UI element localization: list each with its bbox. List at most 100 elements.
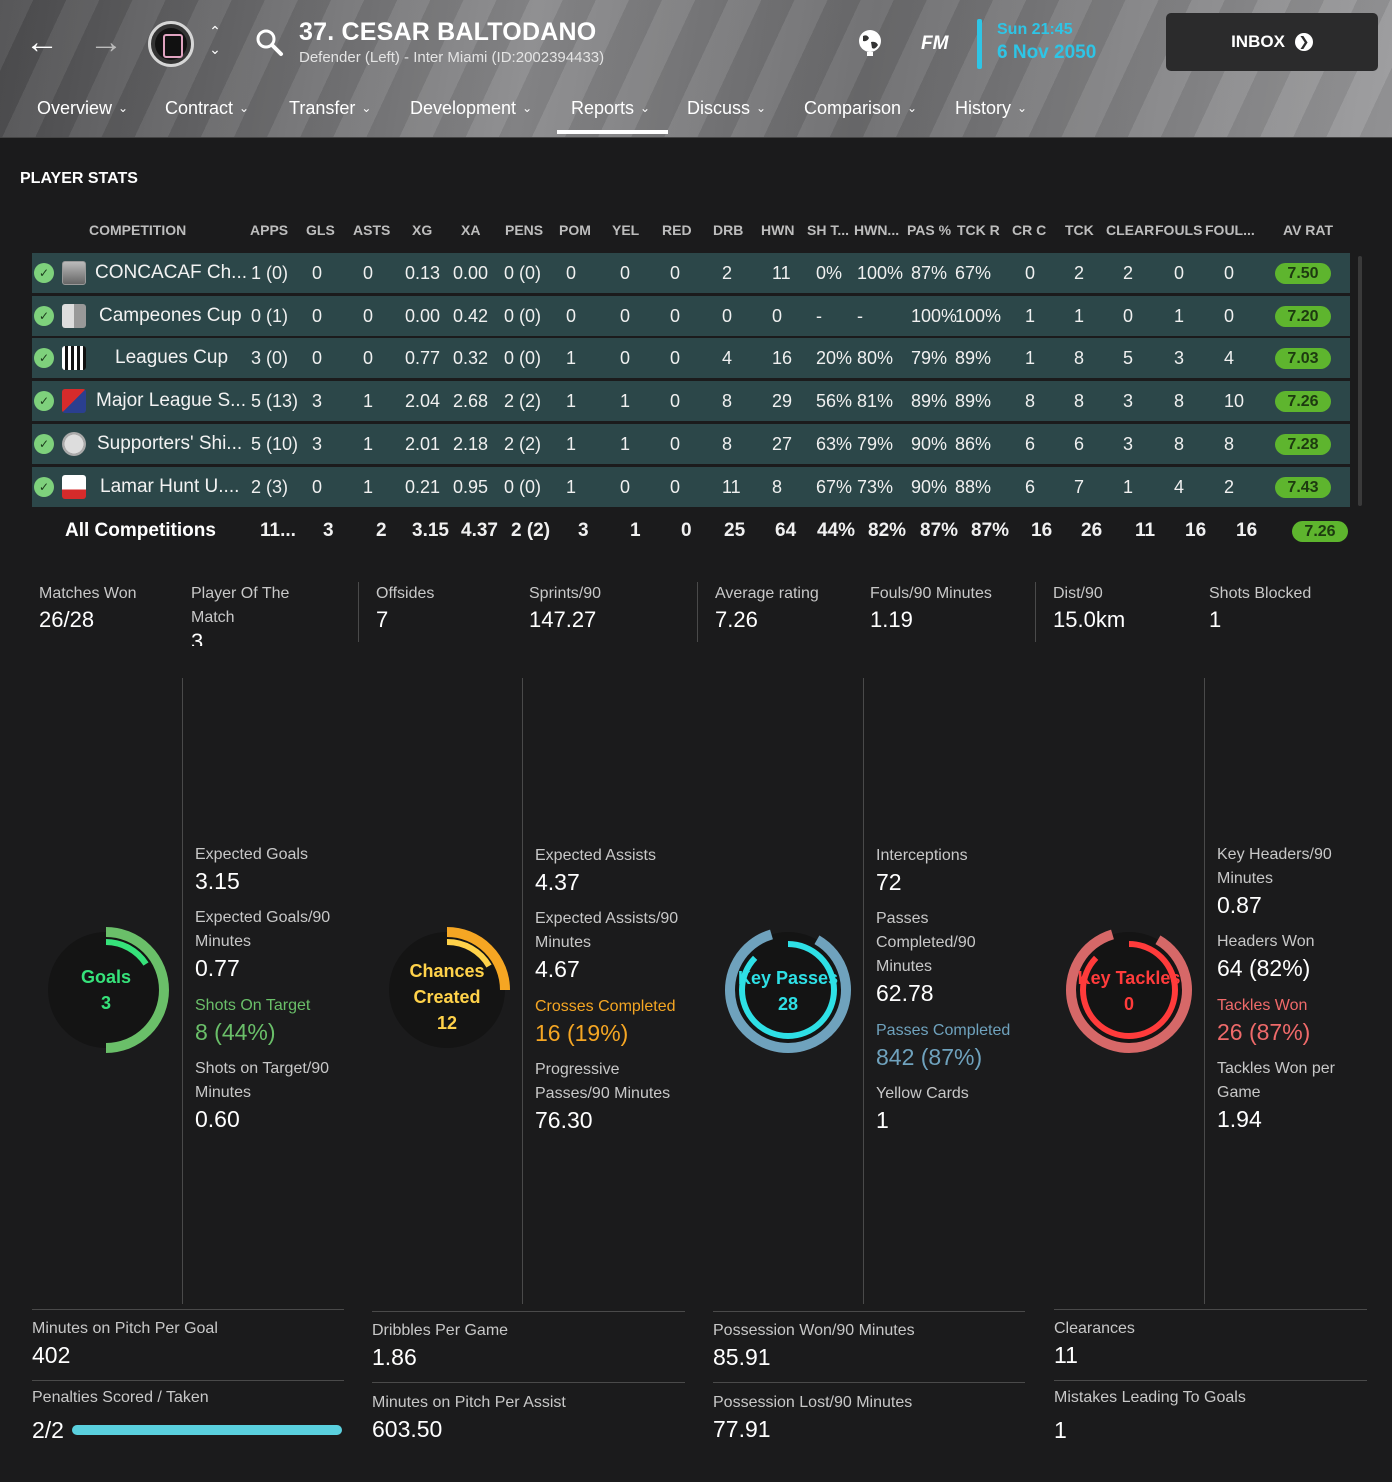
competition-logo-icon [62, 474, 86, 499]
current-date: 6 Nov 2050 [997, 42, 1097, 63]
tab-label: History [955, 98, 1012, 118]
column-header[interactable]: HWN [761, 222, 795, 238]
table-cell: 1 [1074, 305, 1085, 326]
competition-logo-icon [62, 261, 86, 285]
tab-label: Comparison [804, 98, 902, 118]
section-title: PLAYER STATS [20, 170, 138, 187]
column-header[interactable]: YEL [612, 222, 640, 238]
column-header[interactable]: TCK R [957, 222, 1000, 238]
table-row[interactable]: ✓ Lamar Hunt U.... 2 (3) 0 1 0.21 0.95 0 (0) 1 0 0… [32, 466, 1350, 507]
table-cell: 81% [857, 391, 894, 412]
table-cell: 8 [1174, 391, 1185, 412]
tab-overview[interactable]: Overview ⌄ [37, 98, 128, 119]
table-cell: 100% [911, 305, 958, 326]
table-cell: 2 [1123, 263, 1134, 283]
table-cell: 0 (0) [504, 305, 542, 326]
table-row[interactable]: ✓ Major League S... 5 (13) 3 1 2.04 2.68 2 (2) 1… [32, 381, 1350, 422]
table-cell: 89% [955, 391, 992, 412]
world-globe-icon[interactable] [856, 28, 884, 58]
column-header[interactable]: FOUL... [1205, 222, 1255, 238]
stat-value: 3.15 [195, 868, 240, 894]
divider [713, 1382, 1025, 1383]
club-badge-icon[interactable] [148, 21, 194, 67]
tab-development[interactable]: Development ⌄ [410, 98, 532, 119]
table-cell: 27 [772, 433, 793, 454]
column-header[interactable]: PAS % [907, 222, 952, 238]
total-cell: 3 [323, 520, 334, 541]
competition-name[interactable]: Campeones Cup [99, 304, 242, 326]
table-cell: 79% [857, 433, 894, 454]
table-cell: 0.21 [405, 476, 441, 497]
total-cell: 1 [630, 520, 641, 541]
check-icon: ✓ [34, 348, 54, 369]
column-divider [522, 678, 523, 1304]
chances-ring-inner-arc [446, 938, 492, 968]
tab-discuss[interactable]: Discuss ⌄ [687, 98, 766, 119]
column-header[interactable]: AV RAT [1283, 222, 1334, 238]
column-header[interactable]: ASTS [353, 222, 391, 238]
fm-logo[interactable]: FM [921, 33, 949, 54]
total-cell: 26 [1081, 520, 1103, 541]
column-header[interactable]: FOULS [1155, 222, 1203, 238]
summary-label: Shots Blocked [1209, 585, 1312, 602]
competition-name[interactable]: CONCACAF Ch... [95, 262, 248, 283]
tab-transfer[interactable]: Transfer ⌄ [289, 98, 371, 119]
current-time: Sun 21:45 [997, 21, 1073, 38]
column-header[interactable]: PENS [505, 222, 544, 238]
tab-label: Transfer [289, 98, 356, 118]
column-header[interactable]: POM [559, 222, 591, 238]
column-header[interactable]: GLS [306, 222, 335, 238]
arrow-right-icon: ❯ [1294, 33, 1313, 51]
table-cell: 2.04 [405, 391, 441, 412]
competition-logo-icon [62, 431, 86, 456]
competition-logo-icon [62, 346, 86, 371]
ring-label: Key Passes [737, 968, 839, 988]
search-icon[interactable] [254, 27, 284, 57]
column-header[interactable]: CLEAR [1106, 222, 1155, 238]
column-header[interactable]: APPS [250, 222, 289, 238]
table-cell: 0.00 [453, 263, 489, 283]
competition-name[interactable]: Supporters' Shi... [97, 432, 243, 454]
column-header[interactable]: XG [412, 222, 433, 238]
column-header[interactable]: TCK [1065, 222, 1094, 238]
tab-comparison[interactable]: Comparison ⌄ [804, 98, 917, 119]
bottom-stat-label: Minutes on Pitch Per Assist [372, 1394, 566, 1411]
table-cell: 0 [1174, 263, 1185, 283]
back-arrow-icon[interactable]: ← [25, 23, 59, 61]
competition-name[interactable]: Lamar Hunt U.... [100, 475, 240, 497]
column-header[interactable]: RED [662, 222, 692, 238]
competition-name[interactable]: Major League S... [96, 390, 246, 412]
stat-label: Passes Completed/90 Minutes [876, 910, 976, 975]
table-cell: 1 [620, 433, 631, 454]
check-icon: ✓ [34, 391, 54, 412]
competition-name[interactable]: Leagues Cup [115, 347, 229, 369]
summary-value: 3 [191, 629, 204, 647]
table-row[interactable]: ✓ Supporters' Shi... 5 (10) 3 1 2.01 2.18 2 (2)… [32, 423, 1350, 464]
chances-ring [389, 927, 510, 1048]
tab-contract[interactable]: Contract ⌄ [165, 98, 249, 119]
tab-reports[interactable]: Reports ⌄ [571, 98, 650, 119]
table-row[interactable]: ✓ CONCACAF Ch... 1 (0) 0 0 0.13 0.00 0 (0) 0 0 0 2 1… [32, 253, 1350, 293]
summary-label: Offsides [376, 585, 435, 602]
table-cell: 0 [670, 433, 681, 454]
column-header[interactable]: SH T... [807, 222, 850, 238]
column-header[interactable]: XA [461, 222, 481, 238]
table-scrollbar[interactable] [1358, 256, 1362, 506]
column-header[interactable]: CR C [1012, 222, 1047, 238]
tab-history[interactable]: History ⌄ [955, 98, 1027, 119]
table-cell: 5 (13) [251, 391, 299, 412]
column-header[interactable]: DRB [713, 222, 744, 238]
divider [713, 1311, 1025, 1312]
up-down-chevron-icon[interactable]: ⌃ ⌄ [209, 23, 221, 57]
check-icon: ✓ [34, 433, 54, 454]
column-header[interactable]: COMPETITION [89, 222, 187, 238]
table-row[interactable]: ✓ Campeones Cup 0 (1) 0 0 0.00 0.42 0 (0) 0 0 0 0 0 -… [32, 295, 1350, 336]
column-header[interactable]: HWN... [854, 222, 900, 238]
inbox-button[interactable]: INBOX ❯ [1166, 13, 1378, 71]
forward-arrow-icon[interactable]: → [89, 23, 123, 61]
chevron-down-icon: ⌄ [907, 101, 918, 115]
table-cell: 5 (10) [251, 433, 299, 454]
table-cell: 2 [722, 263, 733, 283]
table-row[interactable]: ✓ Leagues Cup 3 (0) 0 0 0.77 0.32 0 (0) 1 0 0 4 16 20… [32, 338, 1350, 379]
divider [372, 1382, 685, 1383]
